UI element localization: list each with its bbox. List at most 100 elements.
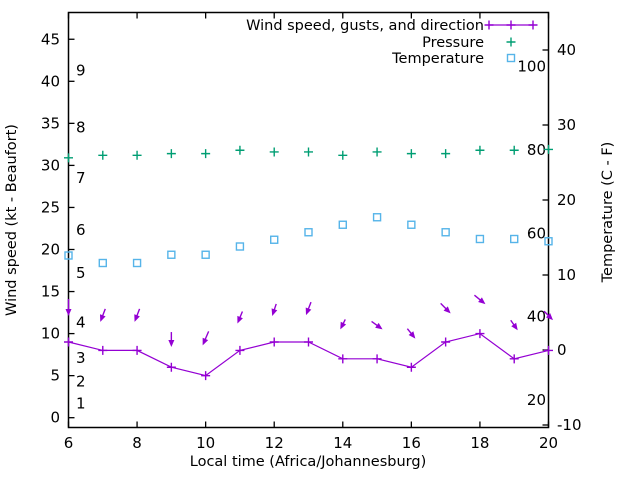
gust-arrow-head xyxy=(408,331,416,339)
pressure-point xyxy=(406,149,416,159)
fahrenheit-label: 20 xyxy=(527,391,546,409)
wind-speed-point xyxy=(235,345,245,355)
wind-speed-point xyxy=(441,337,451,347)
temperature-point xyxy=(441,228,450,237)
pressure-point xyxy=(475,145,485,155)
pressure-point xyxy=(201,149,211,159)
gust-arrow-head xyxy=(99,314,106,322)
pressure-point xyxy=(338,150,348,160)
wind-speed-point xyxy=(269,337,279,347)
gust-arrow-head xyxy=(65,308,72,316)
secondary-unit-labels: 1 2 3 4 5 6 7 8 9 20 40 60 80 100 xyxy=(76,58,546,413)
y-left-tick-label: 5 xyxy=(50,367,60,385)
x-tick-label: 10 xyxy=(196,434,215,452)
y-left-tick-label: 35 xyxy=(41,114,60,132)
pressure-point xyxy=(132,150,142,160)
wind-speed-point xyxy=(475,329,485,339)
y-axis-label-left: Wind speed (kt - Beaufort) xyxy=(4,124,20,316)
temperature-point xyxy=(372,213,382,222)
y-left-tick-label: 15 xyxy=(41,283,60,301)
beaufort-label: 6 xyxy=(76,221,86,239)
temperature-point xyxy=(475,234,485,244)
wind-speed-point xyxy=(64,337,73,347)
pressure-point xyxy=(166,149,176,159)
gust-arrow-head xyxy=(237,315,243,324)
legend-label-wind: Wind speed, gusts, and direction xyxy=(246,18,484,34)
gust-arrow-head xyxy=(202,337,209,346)
y-right-tick-label: 20 xyxy=(557,191,576,209)
pressure-point xyxy=(304,147,313,157)
beaufort-label: 3 xyxy=(76,349,86,367)
y-right-tick-label: 0 xyxy=(557,341,567,359)
fahrenheit-label: 100 xyxy=(517,58,546,76)
y-right-tick-label: -10 xyxy=(557,416,582,434)
pressure-point xyxy=(441,149,451,159)
pressure-legend-marker xyxy=(506,37,516,47)
temperature-point xyxy=(64,251,73,260)
wind-speed-point xyxy=(509,354,519,364)
beaufort-label: 8 xyxy=(76,119,86,137)
temperature-point xyxy=(132,258,142,268)
gust-arrow-head xyxy=(545,313,553,321)
wind-legend-marker xyxy=(528,20,538,30)
beaufort-label: 5 xyxy=(76,264,86,282)
x-tick-label: 16 xyxy=(402,434,421,452)
temperature-legend-marker xyxy=(506,53,516,63)
wind-speed-point xyxy=(304,337,313,347)
y-left-tick-label: 10 xyxy=(41,325,60,343)
beaufort-label: 7 xyxy=(76,169,86,187)
temperature-point xyxy=(510,234,519,244)
legend-label-pressure: Pressure xyxy=(422,35,484,51)
y-left-tick-label: 0 xyxy=(50,409,60,427)
wind-speed-point xyxy=(132,345,142,355)
x-tick-label: 8 xyxy=(132,434,142,452)
fahrenheit-label: 80 xyxy=(527,141,546,159)
y-axis-label-right: Temperature (C - F) xyxy=(600,142,616,284)
y-right-tick-label: 30 xyxy=(557,116,576,134)
y-left-tick-label: 40 xyxy=(41,72,60,90)
gust-arrow-head xyxy=(168,340,175,348)
y-left-tick-label: 20 xyxy=(41,241,60,259)
pressure-point xyxy=(235,145,245,155)
wind-legend-marker xyxy=(484,20,494,30)
gust-arrow-head xyxy=(305,307,312,316)
data-series xyxy=(64,144,553,381)
fahrenheit-label: 60 xyxy=(527,224,546,242)
y-left-tick-label: 45 xyxy=(41,30,60,48)
temperature-point xyxy=(201,250,210,259)
pressure-point xyxy=(64,153,73,163)
gust-arrow-head xyxy=(271,308,278,316)
temperature-point xyxy=(338,220,347,229)
x-tick-label: 6 xyxy=(64,434,74,452)
gust-arrow-head xyxy=(134,314,140,322)
beaufort-label: 4 xyxy=(76,314,86,332)
wind-speed-point xyxy=(166,362,176,372)
y-right-tick-label: 10 xyxy=(557,266,576,284)
y-right-tick-label: 40 xyxy=(557,41,576,59)
x-tick-label: 12 xyxy=(265,434,284,452)
axis-ticks: 6 8 10 12 14 16 18 20051015202530354045-1001020… xyxy=(41,12,582,452)
wind-speed-point xyxy=(372,354,382,364)
wind-speed-point xyxy=(338,354,348,364)
y-left-tick-label: 25 xyxy=(41,198,60,216)
temperature-point xyxy=(167,250,176,259)
y-left-tick-label: 30 xyxy=(41,156,60,174)
beaufort-label: 9 xyxy=(76,61,86,79)
gust-arrow-head xyxy=(340,321,347,330)
pressure-point xyxy=(544,144,553,154)
legend-label-temperature: Temperature xyxy=(391,51,484,67)
plot-border xyxy=(67,11,550,429)
fahrenheit-label: 40 xyxy=(527,308,546,326)
temperature-point xyxy=(304,228,313,237)
gust-arrow-head xyxy=(478,297,486,305)
x-tick-label: 14 xyxy=(333,434,352,452)
legend-samples xyxy=(484,20,538,63)
gust-arrow-head xyxy=(375,322,383,330)
temperature-point xyxy=(407,220,416,229)
wind-speed-point xyxy=(406,362,416,372)
pressure-point xyxy=(269,147,279,157)
beaufort-label: 1 xyxy=(76,394,86,412)
temperature-point xyxy=(544,237,553,246)
